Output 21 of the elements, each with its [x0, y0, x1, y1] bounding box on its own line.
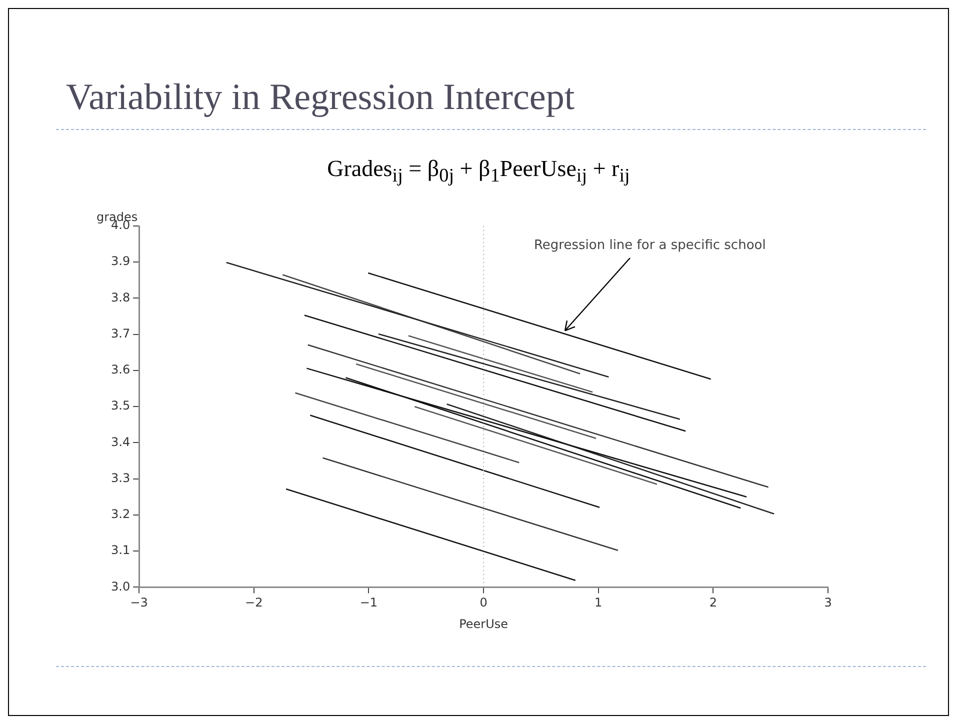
y-tick-label: 3.4	[110, 434, 130, 449]
y-tick-label: 3.2	[110, 507, 130, 522]
annotation: Regression line for a specific school	[532, 238, 767, 253]
chart-title: Variability in Regression Intercept	[66, 76, 575, 119]
x-tick-label: −2	[245, 596, 263, 610]
y-tick-label: 3.6	[110, 362, 130, 377]
y-tick-label: 3.7	[110, 326, 130, 340]
y-tick-label: 3.3	[110, 470, 130, 485]
y-tick-label: 3.0	[110, 579, 130, 594]
x-tick-label: 0	[480, 596, 488, 610]
y-tick-label: 3.9	[110, 254, 130, 268]
x-tick-label: 2	[709, 596, 717, 610]
x-tick-label: −3	[130, 596, 148, 610]
x-tick-label: 1	[594, 596, 602, 610]
x-tick-label: 3	[824, 596, 832, 610]
x-tick-label: −1	[360, 596, 378, 610]
y-tick-label: 3.8	[110, 290, 130, 304]
y-tick-label: 3.5	[110, 398, 130, 413]
y-tick-label: 3.1	[110, 543, 130, 558]
text: Grades$_{ij}$ = β$_{0j}$ + β$_{1}$PeerUse$_{ij}$ + r$_{ij}$	[327, 156, 630, 187]
x-axis-title: PeerUse	[459, 616, 508, 631]
